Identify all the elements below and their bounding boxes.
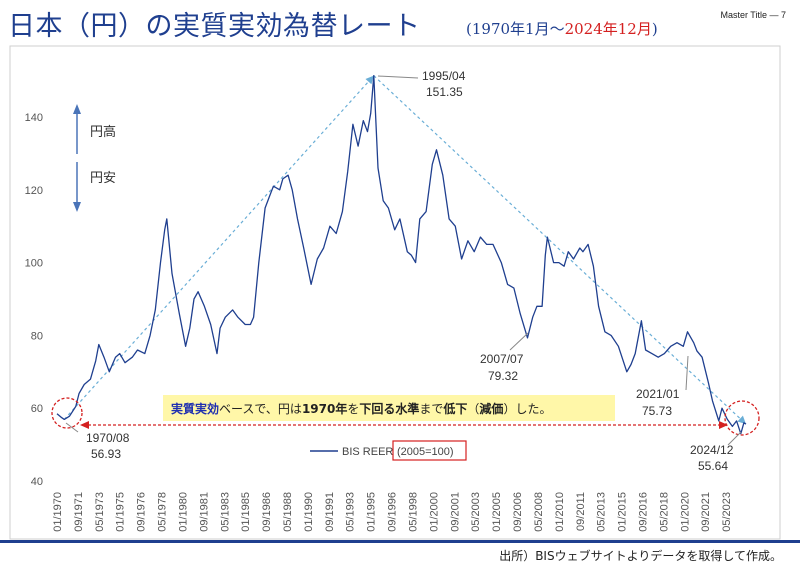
y-tick-label: 120 xyxy=(25,185,43,197)
x-tick-label: 05/2013 xyxy=(596,492,608,532)
annotation-2024: 2024/12 55.64 xyxy=(690,431,742,473)
legend: BIS REER (2005=100) xyxy=(310,440,467,461)
x-tick-label: 09/1991 xyxy=(324,492,336,532)
x-tick-label: 01/2000 xyxy=(428,492,440,532)
subtitle-suffix: ) xyxy=(651,20,658,38)
annotation-2021-value: 75.73 xyxy=(642,404,672,418)
yen-weak-label: 円安 xyxy=(90,171,116,186)
x-tick-label: 01/1990 xyxy=(303,492,315,532)
x-tick-label: 09/1996 xyxy=(387,492,399,532)
legend-base-box xyxy=(392,440,467,461)
x-tick-label: 05/2023 xyxy=(721,492,733,532)
start-highlight-circle xyxy=(51,397,83,429)
annotation-2024-leader xyxy=(727,431,742,446)
slide-title: 日本（円）の実質実効為替レート xyxy=(8,11,421,42)
x-tick-label: 01/1980 xyxy=(177,492,189,532)
x-axis: 01/1970 09/1971 05/1973 01/1975 09/1976 05/19… xyxy=(52,492,733,532)
down-arrow-head-icon xyxy=(73,202,81,212)
chart-frame xyxy=(9,45,781,540)
trend-line-2 xyxy=(373,75,747,425)
x-tick-label: 09/2001 xyxy=(449,492,461,532)
trend-arrow-icon xyxy=(737,415,746,425)
direction-indicator: 円高 円安 xyxy=(73,104,116,212)
x-tick-label: 05/2008 xyxy=(533,492,545,532)
x-tick-label: 05/1973 xyxy=(94,492,106,532)
subtitle-prefix: (1970年1月～ xyxy=(466,20,565,38)
x-tick-label: 09/1986 xyxy=(261,492,273,532)
annotation-1995: 1995/04 151.35 xyxy=(377,69,466,99)
legend-base-label: (2005=100) xyxy=(397,446,454,458)
annotation-2024-value: 55.64 xyxy=(698,459,728,473)
x-tick-label: 09/1971 xyxy=(73,492,85,532)
x-tick-label: 09/2006 xyxy=(512,492,524,532)
up-arrow-head-icon xyxy=(73,104,81,114)
end-highlight-circle xyxy=(724,400,760,436)
annotation-2021: 2021/01 75.73 xyxy=(636,355,689,418)
x-tick-label: 09/1976 xyxy=(136,492,148,532)
annotation-1970: 1970/08 56.93 xyxy=(65,422,130,461)
x-tick-label: 01/2010 xyxy=(554,492,566,532)
annotation-1995-leader xyxy=(377,75,419,79)
x-tick-label: 05/1978 xyxy=(157,492,169,532)
trend-line-1 xyxy=(63,75,375,420)
y-tick-label: 40 xyxy=(31,476,43,488)
master-title: Master Title — 7 xyxy=(720,10,786,20)
x-tick-label: 09/1981 xyxy=(198,492,210,532)
x-tick-label: 05/2003 xyxy=(470,492,482,532)
x-tick-label: 09/2016 xyxy=(637,492,649,532)
x-tick-label: 01/2020 xyxy=(679,492,691,532)
x-tick-label: 05/1988 xyxy=(282,492,294,532)
x-tick-label: 01/1975 xyxy=(115,492,127,532)
annotation-1970-date: 1970/08 xyxy=(86,431,130,445)
annotation-1995-date: 1995/04 xyxy=(422,69,466,83)
x-tick-label: 01/1995 xyxy=(366,492,378,532)
annotation-1970-value: 56.93 xyxy=(91,447,121,461)
y-tick-label: 80 xyxy=(31,330,43,342)
y-axis: 40 60 80 100 120 140 xyxy=(25,112,43,488)
x-tick-label: 09/2021 xyxy=(700,492,712,532)
y-tick-label: 100 xyxy=(25,258,43,270)
annotation-2007-leader xyxy=(509,332,529,351)
annotation-1970-leader xyxy=(65,422,79,433)
annotation-2024-date: 2024/12 xyxy=(690,443,734,457)
x-tick-label: 05/1998 xyxy=(407,492,419,532)
annotation-2007-value: 79.32 xyxy=(488,369,518,383)
x-tick-label: 01/1970 xyxy=(52,492,64,532)
annotation-1995-value: 151.35 xyxy=(426,85,463,99)
comparison-left-arrow-icon xyxy=(80,421,89,429)
series-line xyxy=(56,75,747,435)
annotation-2007-date: 2007/07 xyxy=(480,352,524,366)
annotation-2021-leader xyxy=(685,355,689,391)
subtitle-end-date: 2024年12月 xyxy=(564,20,652,38)
y-tick-label: 140 xyxy=(25,112,43,124)
x-tick-label: 01/2005 xyxy=(491,492,503,532)
x-tick-label: 05/2018 xyxy=(658,492,670,532)
x-tick-label: 05/1993 xyxy=(345,492,357,532)
y-tick-label: 60 xyxy=(31,403,43,415)
x-tick-label: 01/1985 xyxy=(240,492,252,532)
source-note: 出所）BISウェブサイトよりデータを取得して作成。 xyxy=(499,549,782,563)
trend-lines xyxy=(63,75,747,425)
comparison-right-arrow-icon xyxy=(719,421,728,429)
x-tick-label: 05/1983 xyxy=(219,492,231,532)
x-tick-label: 09/2011 xyxy=(575,492,587,531)
trend-arrow-icon xyxy=(365,75,374,85)
callout-text: 実質実効ベースで、円は1970年を下回る水準まで低下（減価）した。 xyxy=(171,401,551,416)
annotation-2007: 2007/07 79.32 xyxy=(480,332,529,383)
slide-subtitle: (1970年1月～2024年12月) xyxy=(466,18,658,39)
yen-strong-label: 円高 xyxy=(90,124,116,140)
callout: 実質実効ベースで、円は1970年を下回る水準まで低下（減価）した。 xyxy=(163,395,615,421)
bottom-bar xyxy=(0,540,800,543)
annotation-2021-date: 2021/01 xyxy=(636,387,680,401)
comparison-line xyxy=(80,421,728,429)
callout-background xyxy=(163,395,615,421)
x-tick-label: 01/2015 xyxy=(617,492,629,532)
legend-series-label: BIS REER xyxy=(342,446,393,458)
